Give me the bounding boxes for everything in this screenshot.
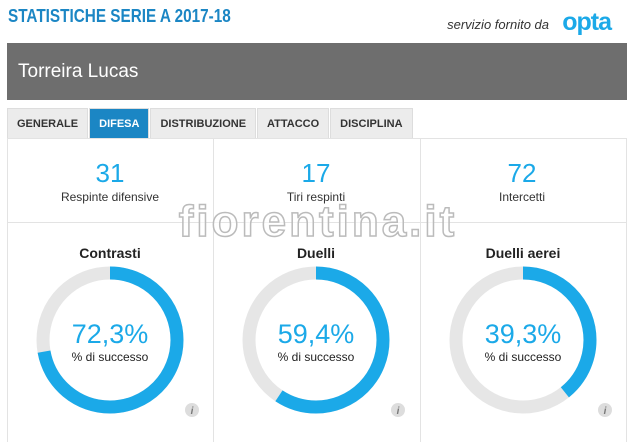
donut-caption: % di successo bbox=[278, 350, 355, 364]
stat-cell: 17 Tiri respinti bbox=[213, 0, 419, 204]
provider-text: servizio fornito da bbox=[447, 17, 549, 32]
player-name: Torreira Lucas bbox=[18, 61, 139, 82]
stat-cell: 72 Intercetti bbox=[419, 0, 625, 204]
donut-title: Duelli aerei bbox=[486, 245, 561, 261]
tab-bar: GENERALE DIFESA DISTRIBUZIONE ATTACCO DISCIP… bbox=[7, 108, 414, 139]
divider bbox=[8, 222, 626, 223]
donut-label: 39,3% bbox=[485, 319, 562, 349]
tab[interactable]: DISTRIBUZIONE bbox=[150, 108, 257, 139]
stat-label: Intercetti bbox=[498, 190, 546, 204]
stat-cell: 31 Respinte difensive bbox=[7, 0, 213, 204]
donut-caption: % di successo bbox=[485, 350, 562, 364]
watermark: fiorentina.it bbox=[179, 197, 458, 246]
tab[interactable]: GENERALE bbox=[7, 108, 89, 139]
provider-logo: opta bbox=[562, 8, 612, 36]
stat-label: Respinte difensive bbox=[60, 190, 160, 204]
stat-value: 31 bbox=[95, 158, 125, 188]
donut-caption: % di successo bbox=[72, 350, 149, 364]
donut-label: 59,4% bbox=[278, 319, 355, 349]
stat-label: Tiri respinti bbox=[286, 190, 346, 204]
donut-title: Duelli bbox=[297, 245, 335, 261]
info-icon-label: i bbox=[191, 406, 194, 417]
info-icon[interactable] bbox=[598, 403, 612, 417]
info-icon-label: i bbox=[604, 406, 607, 417]
info-icon[interactable] bbox=[391, 403, 405, 417]
tab[interactable]: DIFESA bbox=[89, 108, 150, 139]
donut-title: Contrasti bbox=[79, 245, 140, 261]
donut-arc bbox=[449, 266, 597, 414]
tab[interactable]: ATTACCO bbox=[257, 108, 330, 139]
divider bbox=[420, 139, 421, 442]
donut-label: 72,3% bbox=[72, 319, 149, 349]
stat-value: 17 bbox=[301, 158, 331, 188]
donut-arc bbox=[36, 266, 184, 414]
donut-arc bbox=[242, 266, 390, 414]
tab[interactable]: DISCIPLINA bbox=[330, 108, 413, 139]
stats-panel bbox=[7, 138, 627, 442]
stat-row: 31 Respinte difensive 17 Tiri respinti 72 Int… bbox=[7, 0, 625, 204]
info-icon-label: i bbox=[397, 406, 400, 417]
player-bar bbox=[7, 43, 627, 100]
stat-value: 72 bbox=[507, 158, 537, 188]
info-icon[interactable] bbox=[185, 403, 199, 417]
widget-title: STATISTICHE SERIE A 2017-18 bbox=[8, 6, 231, 26]
divider bbox=[213, 139, 214, 442]
